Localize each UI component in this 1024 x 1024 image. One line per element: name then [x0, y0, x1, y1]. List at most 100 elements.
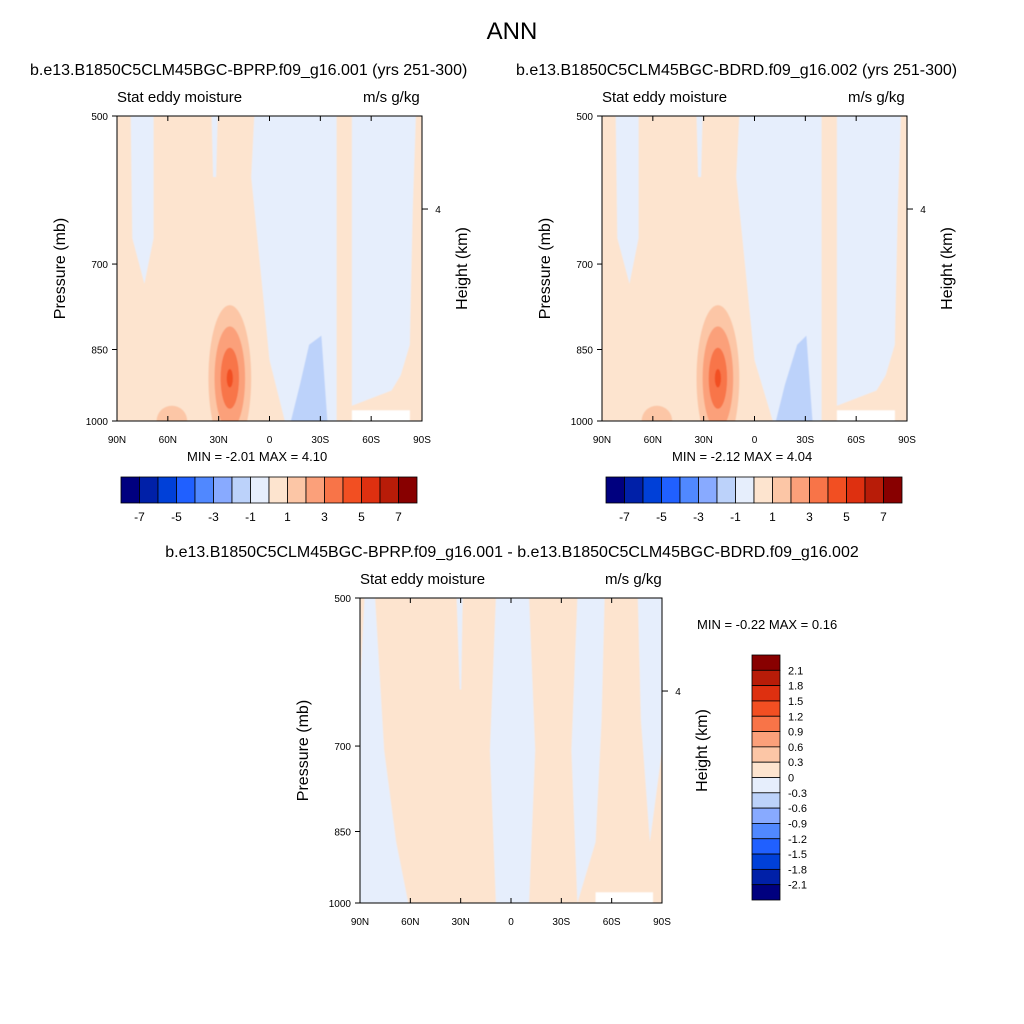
- x-tick-label: 90S: [653, 917, 671, 928]
- colorbar-1-label: 1: [284, 510, 291, 524]
- y-tick-label: 850: [576, 345, 593, 356]
- colorbar-2-label: -7: [619, 510, 630, 524]
- y-tick-label: 700: [334, 742, 351, 753]
- colorbar-3-swatch: [751, 807, 781, 824]
- y-tick-label: 1000: [329, 899, 352, 910]
- colorbar-2-swatch: [883, 476, 903, 504]
- colorbar-1-swatch: [398, 476, 418, 504]
- colorbar-2-swatch: [698, 476, 718, 504]
- y-axis-label: Pressure (mb): [537, 218, 554, 319]
- colorbar-3-label: -2.1: [788, 880, 807, 892]
- colorbar-3-label: -1.2: [788, 834, 807, 846]
- y-tick-label: 500: [576, 112, 593, 123]
- colorbar-2-label: -5: [656, 510, 667, 524]
- colorbar-2-label: -1: [730, 510, 741, 524]
- x-tick-label: 60N: [401, 917, 419, 928]
- field-negative-tropics: [489, 598, 536, 903]
- colorbar-1-swatch: [250, 476, 270, 504]
- plot-field-1: [117, 116, 422, 421]
- colorbar-2-swatch: [642, 476, 662, 504]
- colorbar-3-swatch: [751, 700, 781, 717]
- colorbar-3-label: -1.5: [788, 849, 807, 861]
- panel1-variable-label: Stat eddy moisture: [117, 89, 243, 106]
- colorbar-1-swatch: [361, 476, 381, 504]
- colorbar-1-swatch: [324, 476, 344, 504]
- panel3-variable-label: Stat eddy moisture: [360, 571, 486, 588]
- panel3-title: b.e13.B1850C5CLM45BGC-BPRP.f09_g16.001 -…: [165, 544, 859, 561]
- x-tick-label: 30N: [209, 435, 227, 446]
- colorbar-2-label: 7: [880, 510, 887, 524]
- colorbar-1-swatch: [231, 476, 251, 504]
- colorbar-1-swatch: [287, 476, 307, 504]
- x-tick-label: 90N: [593, 435, 611, 446]
- colorbar-3-swatch: [751, 884, 781, 901]
- colorbar-3-label: 0.3: [788, 757, 803, 769]
- y-tick-label: 700: [91, 260, 108, 271]
- colorbar-3-swatch: [751, 654, 781, 671]
- colorbar-1-label: 7: [395, 510, 402, 524]
- x-tick-label: 30N: [694, 435, 712, 446]
- x-tick-label: 60N: [644, 435, 662, 446]
- positive-blob-60n: [156, 405, 188, 421]
- colorbar-2-swatch: [605, 476, 625, 504]
- missing-data-area: [836, 410, 895, 421]
- colorbar-1-label: 5: [358, 510, 365, 524]
- panel2-title: b.e13.B1850C5CLM45BGC-BDRD.f09_g16.002 (…: [516, 62, 958, 79]
- colorbar-3-swatch: [751, 792, 781, 809]
- x-tick-label: 60S: [603, 917, 621, 928]
- x-tick-label: 60S: [362, 435, 380, 446]
- colorbar-2-label: 3: [806, 510, 813, 524]
- missing-data-area: [595, 892, 653, 903]
- colorbar-3-swatch: [751, 685, 781, 702]
- y2-axis-label: Height (km): [939, 227, 956, 310]
- colorbar-3-label: -0.3: [788, 788, 807, 800]
- colorbar-1-swatch: [194, 476, 214, 504]
- colorbar-1-swatch: [157, 476, 177, 504]
- colorbar-2-swatch: [753, 476, 773, 504]
- field-negative-south: [571, 598, 605, 903]
- field-negative-region: [360, 598, 409, 903]
- field-negative-sliver: [211, 116, 218, 177]
- colorbar-3-label: 0: [788, 773, 794, 785]
- x-tick-label: 0: [508, 917, 514, 928]
- colorbar-3-swatch: [751, 853, 781, 870]
- colorbar-3-label: -0.6: [788, 803, 807, 815]
- field-negative-core: [775, 335, 813, 421]
- y-tick-label: 700: [576, 260, 593, 271]
- y2-tick-label: 4: [435, 205, 441, 216]
- x-tick-label: 30S: [311, 435, 329, 446]
- colorbar-3-label: 0.9: [788, 727, 803, 739]
- x-tick-label: 30N: [451, 917, 469, 928]
- field-negative-south: [836, 116, 901, 406]
- x-tick-label: 90N: [351, 917, 369, 928]
- colorbar-2-swatch: [716, 476, 736, 504]
- plot-field-3: [360, 598, 662, 903]
- y-axis-label: Pressure (mb): [52, 218, 69, 319]
- field-negative-south: [351, 116, 416, 406]
- y-axis-label: Pressure (mb): [295, 700, 312, 801]
- positive-blob-60n: [641, 405, 673, 421]
- colorbar-1-swatch: [268, 476, 288, 504]
- field-negative-streak: [456, 598, 463, 690]
- colorbar-2-swatch: [827, 476, 847, 504]
- colorbar-3-label: 2.1: [788, 665, 803, 677]
- y-tick-label: 1000: [86, 417, 109, 428]
- colorbar-3-swatch: [751, 777, 781, 794]
- colorbar-2-label: 5: [843, 510, 850, 524]
- colorbar-1-swatch: [213, 476, 233, 504]
- panel3-units-label: m/s g/kg: [605, 571, 662, 588]
- colorbar-3-label: 0.6: [788, 742, 803, 754]
- page-title: ANN: [486, 18, 538, 45]
- colorbar-3-swatch: [751, 838, 781, 855]
- colorbar-2-swatch: [809, 476, 829, 504]
- x-tick-label: 60N: [159, 435, 177, 446]
- colorbar-3-label: -1.8: [788, 864, 807, 876]
- field-negative-sliver: [696, 116, 703, 177]
- y-tick-label: 850: [91, 345, 108, 356]
- field-negative-edge: [637, 598, 662, 842]
- colorbar-2-swatch: [846, 476, 866, 504]
- colorbar-1-swatch: [139, 476, 159, 504]
- x-tick-label: 90S: [413, 435, 431, 446]
- maximum-contour-4: [226, 369, 233, 388]
- missing-data-area: [351, 410, 410, 421]
